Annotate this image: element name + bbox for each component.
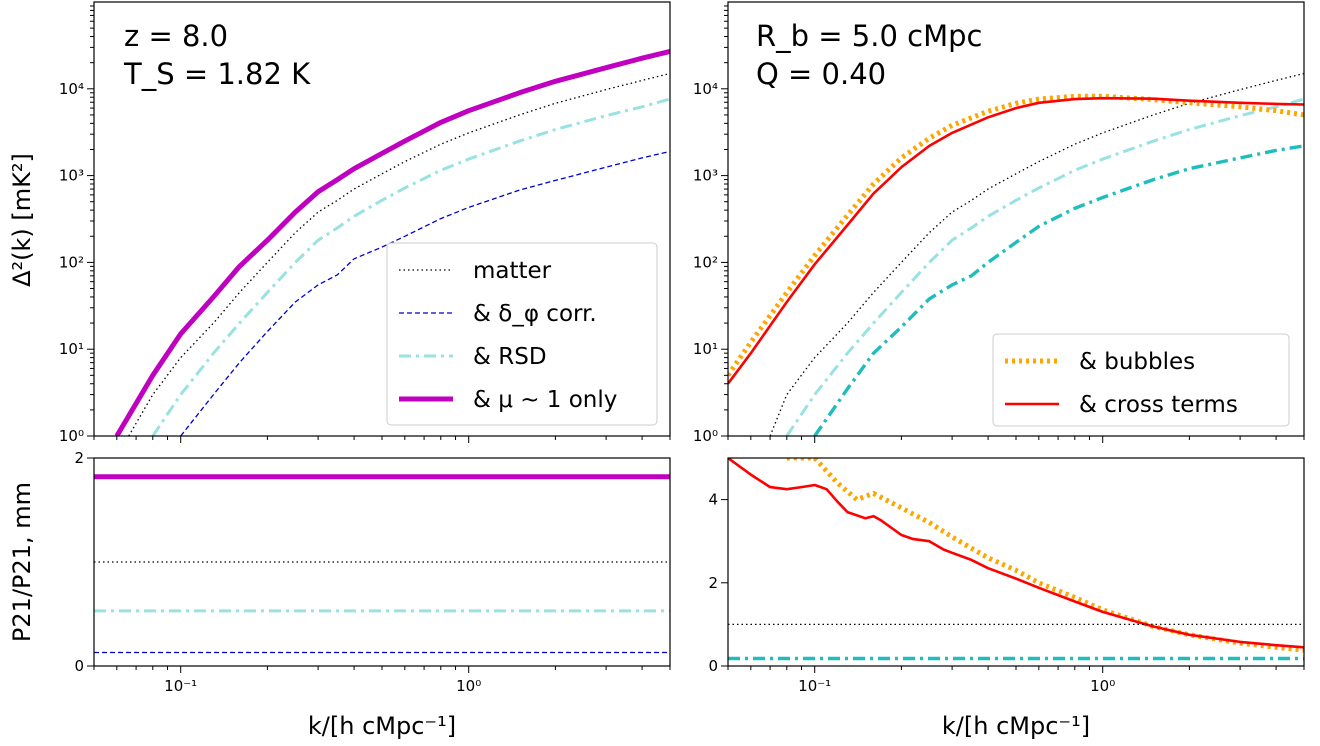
series-top-right — [728, 72, 1304, 436]
series-line-cross-terms — [728, 458, 1304, 649]
legend-box — [992, 333, 1290, 427]
x-axis-label-left: k/[h cMpc⁻¹] — [308, 712, 456, 740]
legend-label-1-only: & μ ~ 1 only — [473, 387, 617, 413]
ticks-bottom-left: 10⁻¹ 10⁰ 0 2 — [74, 449, 671, 695]
annotation-ionized-fraction: Q = 0.40 — [756, 57, 886, 91]
y-tick-label: 10² — [693, 253, 718, 271]
bottom-y-axis-label: P21/P21, mm — [8, 482, 36, 642]
axes-frame-bottom-left — [93, 457, 671, 667]
series-line-1-only — [114, 48, 670, 436]
series-line-bubbles — [728, 93, 1304, 377]
series-line-bubbles — [786, 458, 1304, 653]
y-tick-label: 2 — [74, 449, 84, 467]
y-tick-label: 4 — [708, 491, 718, 509]
legend-top-right: & bubbles & cross terms — [992, 333, 1290, 427]
y-tick-label: 0 — [708, 657, 718, 675]
annotation-spin-temperature: T_S = 1.82 K — [123, 57, 311, 91]
y-tick-label: 10⁴ — [59, 80, 84, 98]
ticks-top-right: 10⁰ 10¹ 10² 10³ 10⁴ — [693, 5, 1305, 445]
series-line-rsd — [151, 97, 670, 436]
panel-top-left: 10⁰ 10¹ 10² 10³ 10⁴ z = 8.0 T_S = 1.82 K mat… — [59, 1, 671, 445]
series-bottom-right — [728, 458, 1304, 661]
series-line-cross-terms — [728, 96, 1304, 385]
annotation-bubble-radius: R_b = 5.0 cMpc — [756, 19, 982, 53]
ticks-bottom-right: 10⁻¹ 10⁰ 0 2 4 — [708, 491, 1305, 695]
x-tick-label: 10⁻¹ — [798, 677, 831, 695]
y-tick-label: 10⁴ — [693, 80, 718, 98]
y-tick-label: 10² — [59, 253, 84, 271]
axes-frame-bottom-right — [727, 457, 1305, 667]
legend-label-matter: matter — [473, 258, 552, 284]
x-tick-label: 10⁰ — [1090, 677, 1115, 695]
y-tick-label: 10⁰ — [59, 427, 84, 445]
ticks-top-left: 10⁰ 10¹ 10² 10³ 10⁴ — [59, 5, 671, 445]
panel-bottom-right: 10⁻¹ 10⁰ 0 2 4 — [708, 457, 1305, 695]
legend-label-cross-terms: & cross terms — [1079, 392, 1238, 418]
top-y-axis-label: Δ²(k) [mK²] — [8, 153, 36, 287]
x-tick-label: 10⁻¹ — [164, 677, 197, 695]
legend-label-bubbles: & bubbles — [1079, 349, 1195, 375]
x-axis-label-right: k/[h cMpc⁻¹] — [942, 712, 1090, 740]
legend-top-left: matter & δ_φ corr. & RSD & μ ~ 1 only — [386, 242, 658, 426]
series-line-rsd — [785, 97, 1304, 436]
axes-frame-top-right — [727, 1, 1305, 437]
legend-label-corr: & δ_φ corr. — [473, 301, 597, 327]
series-line-matter — [769, 72, 1304, 436]
series-top-left — [114, 48, 670, 436]
y-tick-label: 10¹ — [59, 340, 84, 358]
y-tick-label: 10³ — [693, 167, 718, 185]
y-tick-label: 2 — [708, 574, 718, 592]
y-tick-label: 0 — [74, 657, 84, 675]
y-tick-label: 10⁰ — [693, 427, 718, 445]
series-bottom-left — [94, 474, 670, 654]
axes-frame-top-left — [93, 1, 671, 437]
y-tick-label: 10³ — [59, 167, 84, 185]
series-line-corr — [180, 150, 670, 436]
y-tick-label: 10¹ — [693, 340, 718, 358]
legend-label-rsd: & RSD — [473, 344, 547, 370]
series-line-teal — [813, 144, 1304, 436]
annotation-redshift: z = 8.0 — [124, 19, 228, 53]
x-tick-label: 10⁰ — [456, 677, 481, 695]
panel-bottom-left: 10⁻¹ 10⁰ 0 2 — [74, 449, 671, 695]
legend-box — [386, 242, 658, 426]
